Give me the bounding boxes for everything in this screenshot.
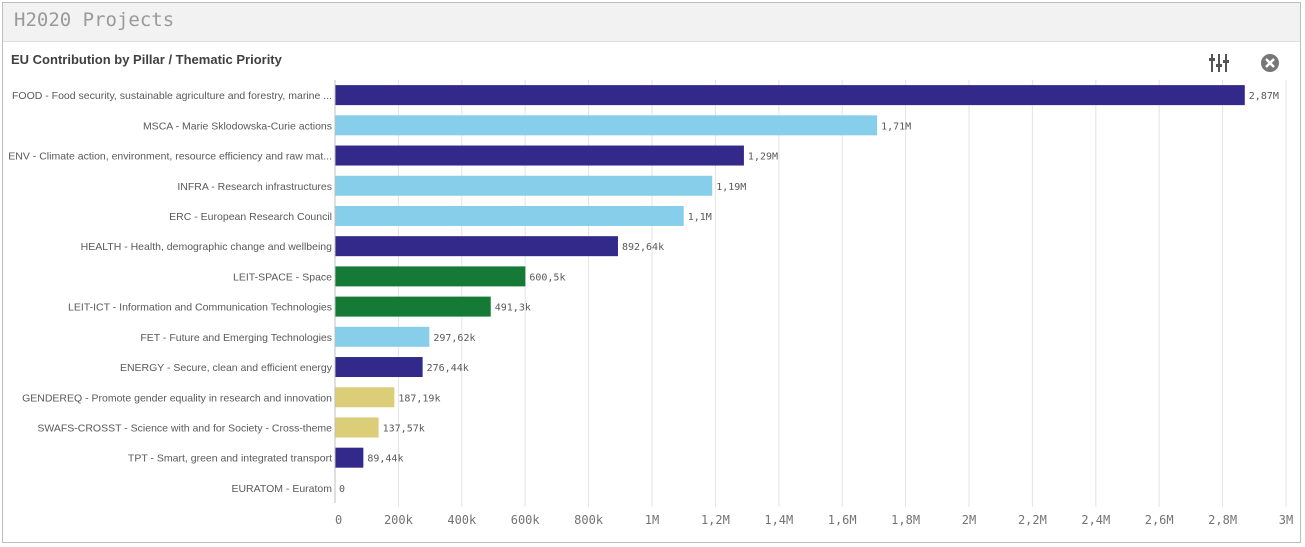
- bar[interactable]: [335, 326, 430, 347]
- bar[interactable]: [335, 417, 379, 438]
- x-tick-label: 400k: [447, 513, 477, 527]
- x-tick-label: 1,6M: [828, 513, 857, 527]
- x-tick-label: 1,8M: [891, 513, 920, 527]
- close-button[interactable]: [1258, 51, 1282, 75]
- chart-title: EU Contribution by Pillar / Thematic Pri…: [11, 52, 282, 67]
- bar[interactable]: [335, 145, 744, 166]
- bar[interactable]: [335, 296, 491, 317]
- x-tick-label: 200k: [384, 513, 414, 527]
- category-label: GENDEREQ - Promote gender equality in re…: [22, 392, 332, 404]
- value-label: 491,3k: [495, 303, 531, 314]
- category-label: LEIT-SPACE - Space: [233, 271, 332, 283]
- category-labels: FOOD - Food security, sustainable agricu…: [8, 90, 332, 495]
- value-label: 600,5k: [529, 272, 565, 283]
- x-tick-label: 1M: [645, 513, 659, 527]
- x-tick-label: 600k: [511, 513, 541, 527]
- category-label: INFRA - Research infrastructures: [177, 181, 332, 193]
- x-tick-label: 2M: [962, 513, 976, 527]
- category-label: MSCA - Marie Sklodowska-Curie actions: [143, 120, 332, 132]
- category-label: ENV - Climate action, environment, resou…: [8, 151, 332, 163]
- x-axis-ticks: 0 200k 400k 600k 800k 1M 1,2M 1,4M 1,6M 1,8M 2M 2,2…: [335, 513, 1293, 527]
- x-tick-label: 800k: [574, 513, 604, 527]
- x-tick-label: 2,2M: [1018, 513, 1047, 527]
- value-label: 89,44k: [367, 454, 403, 465]
- grid-lines: [397, 80, 1287, 507]
- category-label: FET - Future and Emerging Technologies: [140, 332, 332, 344]
- category-label: EURATOM - Euratom: [231, 483, 332, 495]
- x-tick-label: 2,6M: [1145, 513, 1174, 527]
- x-tick-label: 2,4M: [1081, 513, 1110, 527]
- category-label: SWAFS-CROSST - Science with and for Soci…: [37, 422, 332, 434]
- value-label: 137,57k: [383, 423, 425, 434]
- category-label: TPT - Smart, green and integrated transp…: [128, 453, 332, 465]
- x-tick-label: 2,8M: [1208, 513, 1237, 527]
- sheet-header: H2020 Projects: [3, 3, 1300, 42]
- category-label: HEALTH - Health, demographic change and …: [81, 241, 333, 253]
- value-label: 297,62k: [433, 333, 475, 344]
- value-label: 187,19k: [398, 393, 440, 404]
- bar[interactable]: [335, 447, 364, 468]
- value-label: 1,1M: [688, 212, 712, 223]
- category-label: ERC - European Research Council: [169, 211, 332, 223]
- value-label: 0: [339, 484, 345, 495]
- bar[interactable]: [335, 175, 713, 196]
- bar[interactable]: [335, 85, 1245, 106]
- value-label: 2,87M: [1249, 91, 1279, 102]
- category-label: ENERGY - Secure, clean and efficient ene…: [120, 362, 333, 374]
- value-label: 1,19M: [716, 182, 746, 193]
- bar[interactable]: [335, 357, 423, 378]
- value-label: 1,29M: [748, 152, 778, 163]
- bar[interactable]: [335, 387, 395, 408]
- sheet-title: H2020 Projects: [14, 9, 175, 31]
- x-tick-label: 0: [335, 513, 342, 527]
- category-label: FOOD - Food security, sustainable agricu…: [12, 90, 332, 102]
- value-label: 892,64k: [622, 242, 664, 253]
- x-tick-label: 3M: [1279, 513, 1293, 527]
- close-circle-icon: [1261, 54, 1279, 72]
- x-tick-label: 1,4M: [764, 513, 793, 527]
- category-label: LEIT-ICT - Information and Communication…: [68, 302, 332, 314]
- bar[interactable]: [335, 205, 684, 226]
- value-labels: 2,87M 1,71M 1,29M 1,19M 1,1M 892,64k 600,5k 491…: [339, 91, 1279, 495]
- value-label: 1,71M: [881, 121, 911, 132]
- bars: [335, 85, 1245, 468]
- bar[interactable]: [335, 115, 878, 136]
- bar[interactable]: [335, 266, 526, 287]
- sliders-icon: [1209, 54, 1229, 72]
- x-tick-label: 1,2M: [701, 513, 730, 527]
- value-label: 276,44k: [427, 363, 469, 374]
- bar[interactable]: [335, 236, 618, 257]
- exploration-menu-button[interactable]: [1207, 51, 1231, 75]
